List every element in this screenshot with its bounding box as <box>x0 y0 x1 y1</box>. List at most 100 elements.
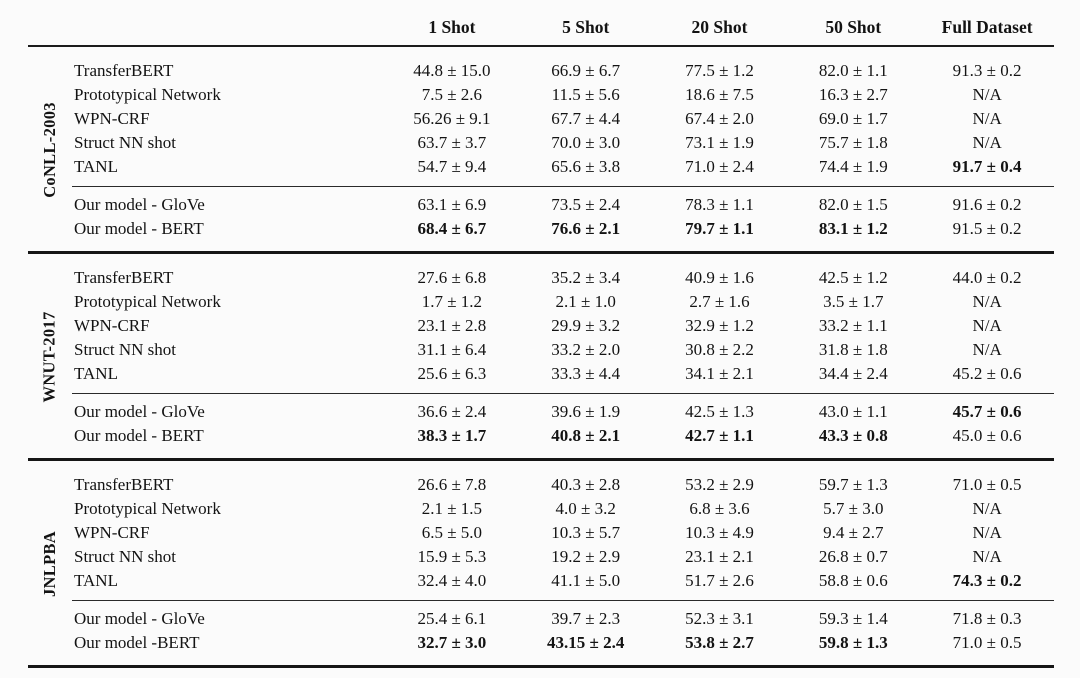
score-cell: N/A <box>972 85 1002 104</box>
score-cell: 33.2 ± 1.1 <box>818 316 888 335</box>
score-cell: N/A <box>972 133 1002 152</box>
score-cell: 2.7 ± 1.6 <box>689 292 750 311</box>
score-cell: 44.8 ± 15.0 <box>413 61 491 80</box>
method-name-cell: TANL <box>74 364 118 383</box>
score-cell: 31.1 ± 6.4 <box>417 340 487 359</box>
method-name-cell: TANL <box>74 571 118 590</box>
method-name-cell: Our model - GloVe <box>74 609 205 628</box>
score-cell: 65.6 ± 3.8 <box>551 157 621 176</box>
table-row: Struct NN shot 63.7 ± 3.7 70.0 ± 3.0 73.… <box>72 131 1054 155</box>
score-cell: 91.5 ± 0.2 <box>952 219 1022 238</box>
score-cell: 71.0 ± 0.5 <box>952 633 1022 652</box>
score-cell: 16.3 ± 2.7 <box>818 85 888 104</box>
score-cell-best: 59.8 ± 1.3 <box>818 633 888 652</box>
table-row: Our model - GloVe 36.6 ± 2.4 39.6 ± 1.9 … <box>72 400 1054 424</box>
score-cell: 11.5 ± 5.6 <box>551 85 620 104</box>
score-cell: 59.3 ± 1.4 <box>818 609 888 628</box>
score-cell: 53.2 ± 2.9 <box>685 475 754 494</box>
score-cell-best: 42.7 ± 1.1 <box>685 426 754 445</box>
score-cell-best: 53.8 ± 2.7 <box>685 633 754 652</box>
score-cell: 26.8 ± 0.7 <box>818 547 888 566</box>
score-cell: 34.1 ± 2.1 <box>685 364 754 383</box>
table-row: Our model -BERT 32.7 ± 3.0 43.15 ± 2.4 5… <box>72 631 1054 655</box>
score-cell: N/A <box>972 109 1002 128</box>
method-name-cell: WPN-CRF <box>74 316 150 335</box>
score-cell: 91.3 ± 0.2 <box>952 61 1022 80</box>
method-name-cell: WPN-CRF <box>74 109 150 128</box>
method-name-cell: Struct NN shot <box>74 547 176 566</box>
method-name-cell: TransferBERT <box>74 475 174 494</box>
score-cell: N/A <box>972 547 1002 566</box>
score-cell: 71.0 ± 2.4 <box>685 157 754 176</box>
score-cell: 59.7 ± 1.3 <box>818 475 888 494</box>
score-cell: 82.0 ± 1.5 <box>818 195 888 214</box>
column-header-full-dataset: Full Dataset <box>941 17 1033 37</box>
score-cell: 40.9 ± 1.6 <box>685 268 754 287</box>
score-cell: 73.1 ± 1.9 <box>685 133 754 152</box>
dataset-label-jnlpba: JNLPBA <box>28 473 72 655</box>
score-cell: 33.2 ± 2.0 <box>551 340 621 359</box>
method-name-cell: Prototypical Network <box>74 292 221 311</box>
method-name-cell: Prototypical Network <box>74 85 221 104</box>
score-cell: N/A <box>972 523 1002 542</box>
score-cell-best: 91.7 ± 0.4 <box>952 157 1022 176</box>
score-cell: 42.5 ± 1.3 <box>685 402 754 421</box>
score-cell: N/A <box>972 292 1002 311</box>
score-cell: 31.8 ± 1.8 <box>818 340 888 359</box>
method-name-cell: Prototypical Network <box>74 499 221 518</box>
method-name-cell: WPN-CRF <box>74 523 150 542</box>
score-cell: 10.3 ± 4.9 <box>685 523 754 542</box>
score-cell: 77.5 ± 1.2 <box>685 61 754 80</box>
score-cell: 6.5 ± 5.0 <box>421 523 483 542</box>
table-row: WPN-CRF 23.1 ± 2.8 29.9 ± 3.2 32.9 ± 1.2… <box>72 314 1054 338</box>
score-cell: 44.0 ± 0.2 <box>952 268 1022 287</box>
table-row: Our model - BERT 38.3 ± 1.7 40.8 ± 2.1 4… <box>72 424 1054 448</box>
score-cell-best: 38.3 ± 1.7 <box>417 426 487 445</box>
column-header-20-shot: 20 Shot <box>691 17 748 37</box>
method-name-cell: Our model - GloVe <box>74 195 205 214</box>
dataset-label-text: CoNLL-2003 <box>40 102 59 198</box>
score-cell: 42.5 ± 1.2 <box>818 268 888 287</box>
score-cell: 52.3 ± 3.1 <box>685 609 754 628</box>
table-row: TANL 32.4 ± 4.0 41.1 ± 5.0 51.7 ± 2.6 58… <box>72 569 1054 593</box>
group-conll-2003: CoNLL-2003 TransferBERT 44.8 ± 15.0 66.9… <box>28 47 1054 251</box>
score-cell: 36.6 ± 2.4 <box>417 402 487 421</box>
table-row: TANL 25.6 ± 6.3 33.3 ± 4.4 34.1 ± 2.1 34… <box>72 362 1054 386</box>
table-row: Prototypical Network 2.1 ± 1.5 4.0 ± 3.2… <box>72 497 1054 521</box>
table-row: TransferBERT 27.6 ± 6.8 35.2 ± 3.4 40.9 … <box>72 266 1054 290</box>
table-row: Struct NN shot 31.1 ± 6.4 33.2 ± 2.0 30.… <box>72 338 1054 362</box>
method-name-cell: Struct NN shot <box>74 133 176 152</box>
score-cell: 32.4 ± 4.0 <box>417 571 487 590</box>
score-cell: 1.7 ± 1.2 <box>421 292 483 311</box>
score-cell: 63.7 ± 3.7 <box>417 133 487 152</box>
dataset-label-wnut-2017: WNUT-2017 <box>28 266 72 448</box>
column-header-50-shot: 50 Shot <box>825 17 882 37</box>
score-cell: 10.3 ± 5.7 <box>551 523 621 542</box>
score-cell: 35.2 ± 3.4 <box>551 268 621 287</box>
score-cell: 45.2 ± 0.6 <box>952 364 1022 383</box>
method-name-cell: Our model -BERT <box>74 633 200 652</box>
score-cell-best: 83.1 ± 1.2 <box>818 219 888 238</box>
group-jnlpba: JNLPBA TransferBERT 26.6 ± 7.8 40.3 ± 2.… <box>28 458 1054 665</box>
score-cell-best: 43.3 ± 0.8 <box>818 426 888 445</box>
score-cell-best: 45.7 ± 0.6 <box>952 402 1022 421</box>
dataset-label-text: WNUT-2017 <box>40 311 59 403</box>
score-cell: 66.9 ± 6.7 <box>551 61 621 80</box>
table-row: TransferBERT 44.8 ± 15.0 66.9 ± 6.7 77.5… <box>72 59 1054 83</box>
score-cell: 73.5 ± 2.4 <box>551 195 621 214</box>
table-header-row: 1 Shot 5 Shot 20 Shot 50 Shot Full Datas… <box>28 0 1054 45</box>
bottom-rule <box>28 665 1054 668</box>
table-row: WPN-CRF 6.5 ± 5.0 10.3 ± 5.7 10.3 ± 4.9 … <box>72 521 1054 545</box>
header-rule <box>28 45 1054 47</box>
method-name-cell: TransferBERT <box>74 268 174 287</box>
table-row: Our model - BERT 68.4 ± 6.7 76.6 ± 2.1 7… <box>72 217 1054 241</box>
table-row: Prototypical Network 7.5 ± 2.6 11.5 ± 5.… <box>72 83 1054 107</box>
score-cell: 9.4 ± 2.7 <box>823 523 884 542</box>
score-cell: 70.0 ± 3.0 <box>551 133 621 152</box>
table-row: WPN-CRF 56.26 ± 9.1 67.7 ± 4.4 67.4 ± 2.… <box>72 107 1054 131</box>
score-cell: N/A <box>972 340 1002 359</box>
score-cell: 91.6 ± 0.2 <box>952 195 1022 214</box>
score-cell: 58.8 ± 0.6 <box>818 571 888 590</box>
score-cell: 71.8 ± 0.3 <box>952 609 1022 628</box>
score-cell: 34.4 ± 2.4 <box>818 364 888 383</box>
